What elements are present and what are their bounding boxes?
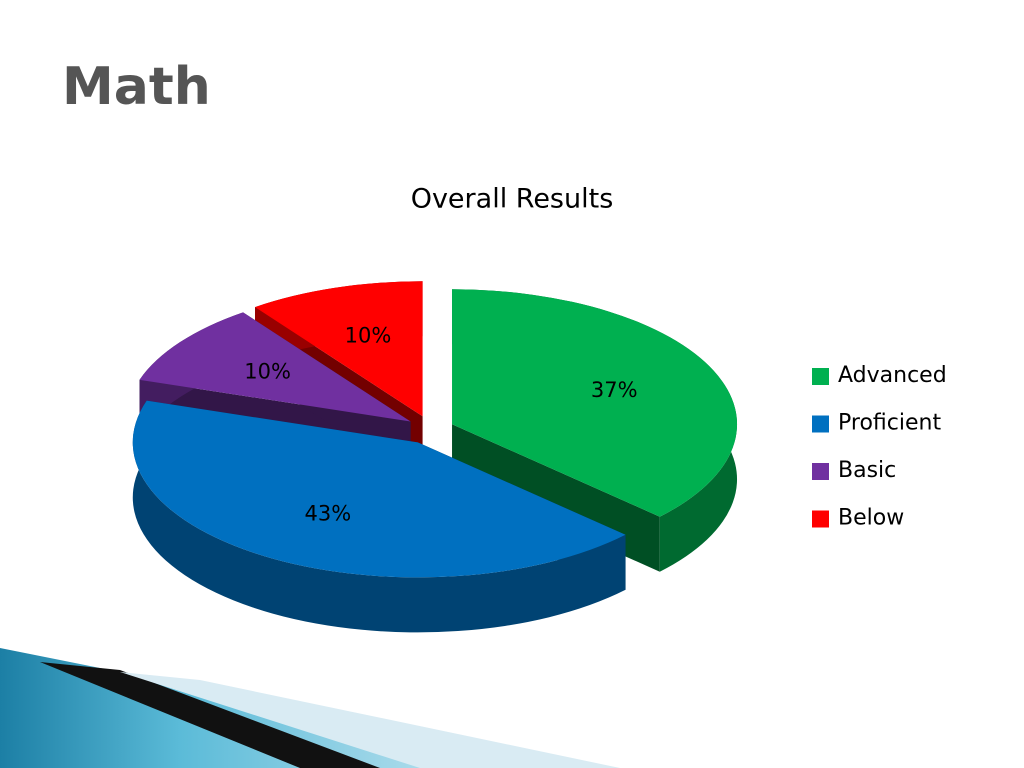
legend-label: Basic [838, 458, 896, 483]
pie-slice [255, 281, 423, 417]
slide-title: Math [62, 57, 211, 117]
legend-label: Below [838, 506, 904, 531]
legend-swatch [812, 463, 829, 480]
data-label: 43% [304, 501, 351, 525]
pie-slice-wall [132, 400, 626, 633]
legend-swatch [812, 510, 829, 528]
legend-swatch [812, 368, 829, 385]
pie-slice [452, 289, 738, 517]
legend-label: Proficient [838, 411, 941, 436]
decor-band [120, 672, 620, 768]
data-label: 10% [244, 359, 291, 383]
pie-slice [132, 400, 626, 578]
legend-swatch [812, 415, 829, 433]
data-label: 10% [345, 324, 392, 348]
data-label: 37% [591, 378, 638, 402]
decor-stripe [40, 662, 380, 768]
chart-title: Overall Results [411, 184, 614, 215]
pie-slice [139, 312, 411, 422]
legend-label: Advanced [838, 363, 947, 388]
